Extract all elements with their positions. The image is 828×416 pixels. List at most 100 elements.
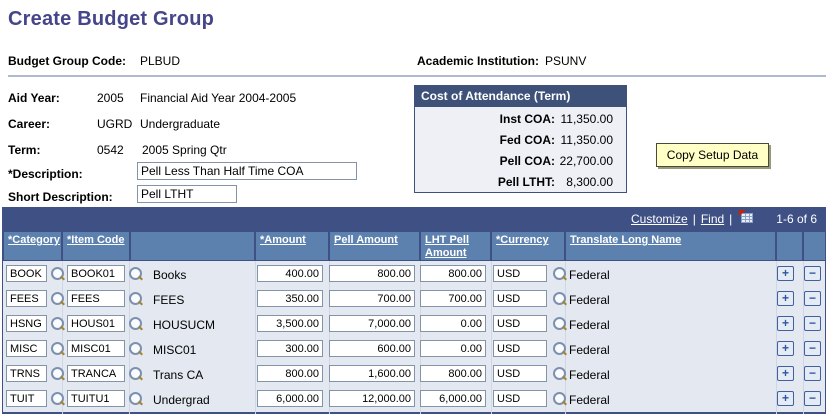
add-row-button[interactable]: + [777, 291, 794, 306]
column-header-translate-long-name-link[interactable]: Translate Long Name [570, 234, 682, 246]
column-header-currency-link[interactable]: *Currency [496, 234, 549, 246]
table-row: Trans CA Federal +− [3, 362, 825, 387]
term-label: Term: [8, 143, 41, 157]
customize-link[interactable]: Customize [631, 211, 688, 226]
category-input[interactable] [6, 290, 47, 307]
pell-amount-input[interactable] [329, 290, 415, 307]
currency-lookup-icon[interactable] [553, 292, 567, 306]
grid-body: BooksFederal+−FEESFederal+−HOUSUCMFedera… [3, 261, 825, 414]
currency-input[interactable] [493, 365, 547, 382]
category-lookup-icon[interactable] [51, 342, 65, 356]
currency-lookup-icon[interactable] [553, 392, 567, 406]
item-code-input[interactable] [67, 365, 125, 382]
amount-input[interactable] [257, 390, 323, 407]
lht-pell-amount-input[interactable] [420, 390, 486, 407]
aid-year-code: 2005 [97, 91, 124, 105]
currency-lookup-icon[interactable] [553, 267, 567, 281]
career-description: Undergraduate [140, 117, 221, 131]
translate-long-name: Federal [569, 343, 610, 357]
item-code-lookup-icon[interactable] [129, 292, 143, 306]
category-input[interactable] [6, 365, 47, 382]
currency-lookup-icon[interactable] [553, 317, 567, 331]
add-row-button[interactable]: + [777, 266, 794, 281]
column-divider [491, 261, 492, 414]
delete-row-button[interactable]: − [804, 366, 821, 381]
currency-lookup-icon[interactable] [553, 342, 567, 356]
category-lookup-icon[interactable] [51, 392, 65, 406]
category-input[interactable] [6, 340, 47, 357]
column-header-item-code-link[interactable]: *Item Code [67, 234, 125, 246]
category-input[interactable] [6, 390, 47, 407]
table-row: FEES Federal +− [3, 287, 825, 312]
column-divider [129, 261, 130, 414]
table-row: MISC01 Federal +− [3, 337, 825, 362]
add-row-button[interactable]: + [777, 341, 794, 356]
category-lookup-icon[interactable] [51, 367, 65, 381]
pell-amount-input[interactable] [329, 365, 415, 382]
column-header-category-link[interactable]: *Category [8, 234, 60, 246]
currency-input[interactable] [493, 340, 547, 357]
lht-pell-amount-input[interactable] [420, 315, 486, 332]
pell-amount-input[interactable] [329, 340, 415, 357]
download-grid-icon[interactable] [739, 210, 754, 227]
find-link[interactable]: Find [700, 211, 725, 226]
table-row: Undergrad Federal +− [3, 387, 825, 412]
item-code-lookup-icon[interactable] [129, 267, 143, 281]
coa-row: Fed COA: 11,350.00 [415, 130, 626, 151]
lht-pell-amount-input[interactable] [420, 265, 486, 282]
amount-input[interactable] [257, 315, 323, 332]
amount-input[interactable] [257, 340, 323, 357]
add-row-button[interactable]: + [777, 316, 794, 331]
item-code-lookup-icon[interactable] [129, 392, 143, 406]
page-title: Create Budget Group [8, 8, 215, 30]
column-header-lht-pell-amount-link[interactable]: LHT Pell Amount [425, 234, 470, 259]
column-header-pell-amount-link[interactable]: Pell Amount [334, 234, 398, 246]
short-description-input[interactable] [137, 185, 237, 203]
career-label: Career: [8, 117, 51, 131]
amount-input[interactable] [257, 265, 323, 282]
category-lookup-icon[interactable] [51, 317, 65, 331]
amount-input[interactable] [257, 290, 323, 307]
delete-row-button[interactable]: − [804, 341, 821, 356]
description-input[interactable] [137, 162, 357, 180]
item-code-lookup-icon[interactable] [129, 367, 143, 381]
item-code-input[interactable] [67, 340, 125, 357]
column-divider [803, 261, 804, 414]
lht-pell-amount-input[interactable] [420, 290, 486, 307]
item-code-input[interactable] [67, 315, 125, 332]
column-header-amount-link[interactable]: *Amount [260, 234, 306, 246]
delete-row-button[interactable]: − [804, 266, 821, 281]
currency-input[interactable] [493, 290, 547, 307]
cost-of-attendance-groupbox: Cost of Attendance (Term) Inst COA: 11,3… [414, 85, 627, 193]
item-code-input[interactable] [67, 265, 125, 282]
amount-input[interactable] [257, 365, 323, 382]
category-lookup-icon[interactable] [51, 292, 65, 306]
item-description: Undergrad [153, 393, 210, 407]
add-row-button[interactable]: + [777, 366, 794, 381]
pell-amount-input[interactable] [329, 315, 415, 332]
currency-lookup-icon[interactable] [553, 367, 567, 381]
category-lookup-icon[interactable] [51, 267, 65, 281]
currency-input[interactable] [493, 390, 547, 407]
delete-row-button[interactable]: − [804, 316, 821, 331]
category-input[interactable] [6, 315, 47, 332]
column-header-item-code: *Item Code [63, 232, 129, 260]
lht-pell-amount-input[interactable] [420, 340, 486, 357]
currency-input[interactable] [493, 315, 547, 332]
currency-input[interactable] [493, 265, 547, 282]
pell-amount-input[interactable] [329, 390, 415, 407]
delete-row-button[interactable]: − [804, 291, 821, 306]
item-description: FEES [153, 293, 185, 307]
item-code-input[interactable] [67, 390, 125, 407]
delete-row-button[interactable]: − [804, 391, 821, 406]
copy-setup-data-button[interactable]: Copy Setup Data [656, 143, 769, 167]
add-row-button[interactable]: + [777, 391, 794, 406]
item-code-lookup-icon[interactable] [129, 342, 143, 356]
budget-group-code-value: PLBUD [140, 54, 181, 68]
item-code-input[interactable] [67, 290, 125, 307]
lht-pell-amount-input[interactable] [420, 365, 486, 382]
academic-institution-label: Academic Institution: [417, 54, 540, 68]
item-code-lookup-icon[interactable] [129, 317, 143, 331]
pell-amount-input[interactable] [329, 265, 415, 282]
category-input[interactable] [6, 265, 47, 282]
